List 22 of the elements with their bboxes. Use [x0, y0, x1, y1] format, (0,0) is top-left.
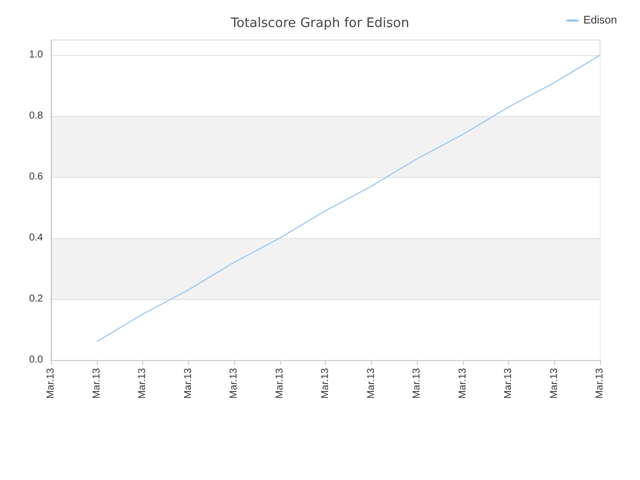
x-tick-label: Mar.13 — [548, 368, 560, 399]
y-tick-label: 0.8 — [29, 110, 44, 122]
x-tick-label: Mar.13 — [182, 368, 194, 399]
x-tick-label: Mar.13 — [320, 368, 331, 399]
y-tick-label: 0.6 — [29, 172, 44, 183]
y-tick-label: 1.0 — [29, 50, 44, 61]
x-tick-label: Mar.13 — [46, 368, 56, 399]
line-series — [96, 54, 600, 342]
x-tick-label: Mar.13 — [274, 368, 286, 399]
x-tick-label: Mar.13 — [457, 368, 468, 399]
x-tick-label: Mar.13 — [91, 368, 102, 399]
y-tick-label: 0.4 — [29, 232, 44, 244]
x-tick-label: Mar.13 — [594, 368, 606, 399]
chart-title: Totalscore Graph for Edison — [230, 16, 410, 31]
x-tick-label: Mar.13 — [503, 368, 514, 399]
x-tick-label: Mar.13 — [366, 368, 377, 399]
x-tick-label: Mar.13 — [228, 368, 240, 399]
legend-label: Edison — [583, 14, 618, 26]
x-tick-label: Mar.13 — [137, 368, 148, 399]
x-tick-label: Mar.13 — [412, 368, 422, 399]
y-tick-label: 0.2 — [29, 294, 44, 305]
y-tick-label: 0.0 — [29, 354, 44, 366]
